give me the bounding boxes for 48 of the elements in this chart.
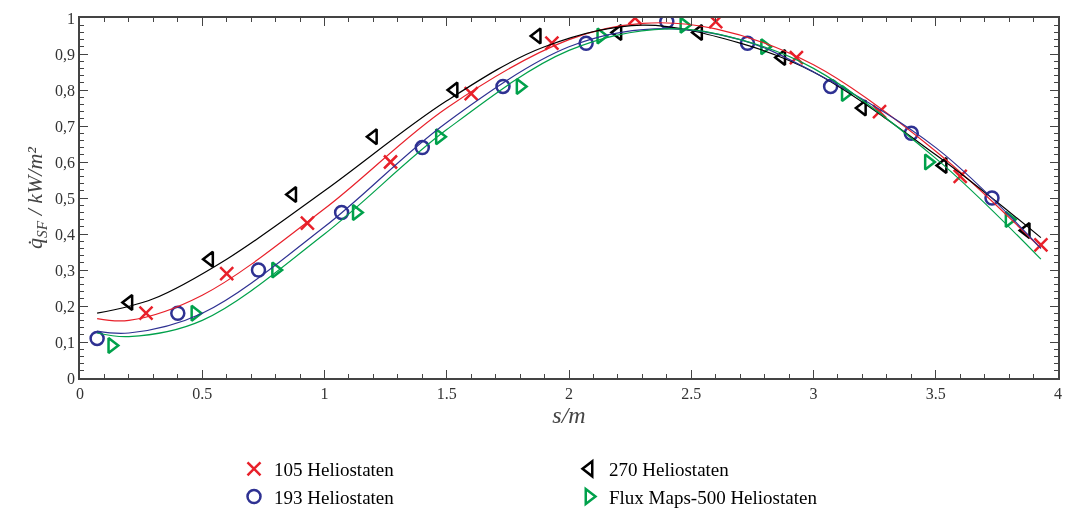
legend-label: Flux Maps-500 Heliostaten: [609, 486, 818, 508]
point: [351, 203, 365, 222]
point: [544, 35, 560, 51]
y-tick-label: 0,2: [55, 297, 76, 315]
y-tick-label: 0,1: [55, 333, 76, 351]
point: [299, 215, 316, 231]
point: [414, 139, 431, 156]
x-tick-label: 2: [565, 384, 573, 402]
point: [446, 81, 459, 99]
x-tick-label: 1.5: [436, 384, 457, 402]
y-tick-label: 0,4: [55, 225, 76, 243]
y-tick-label: 0,9: [55, 45, 76, 63]
point: [923, 153, 937, 171]
point: [190, 304, 203, 322]
point: [382, 154, 399, 170]
point: [201, 250, 215, 268]
x-tick-label: 3: [809, 384, 818, 402]
x-tick-label: 1: [320, 384, 329, 402]
point: [578, 35, 594, 51]
point: [529, 27, 542, 45]
y-tick-label: 1: [67, 9, 76, 27]
x-tick-label: 3.5: [925, 384, 946, 402]
legend-label: 193 Heliostaten: [274, 486, 395, 508]
point: [218, 265, 235, 282]
x-axis-title: s/m: [552, 401, 586, 428]
point: [250, 262, 267, 278]
y-tick-label: 0,5: [55, 189, 76, 207]
y-tick-label: 0,6: [55, 153, 76, 171]
y-tick-label: 0,3: [55, 261, 76, 279]
y-tick-label: 0,8: [55, 81, 76, 99]
point: [463, 85, 479, 102]
x-tick-label: 2.5: [681, 384, 702, 402]
point: [271, 261, 284, 279]
point: [89, 330, 105, 347]
y-tick-label: 0: [67, 369, 76, 387]
point: [138, 305, 154, 321]
point: [365, 128, 378, 146]
point: [679, 18, 692, 34]
point: [284, 185, 298, 204]
point: [434, 128, 448, 146]
x-tick-label: 4: [1054, 384, 1062, 402]
point: [495, 78, 511, 95]
y-tick-label: 0,7: [55, 117, 76, 135]
point: [984, 190, 1000, 206]
legend-label: 105 Heliostaten: [274, 459, 395, 481]
legend-label: 270 Heliostaten: [609, 459, 730, 481]
point: [1033, 237, 1049, 253]
x-tick-label: 0.5: [192, 384, 213, 402]
